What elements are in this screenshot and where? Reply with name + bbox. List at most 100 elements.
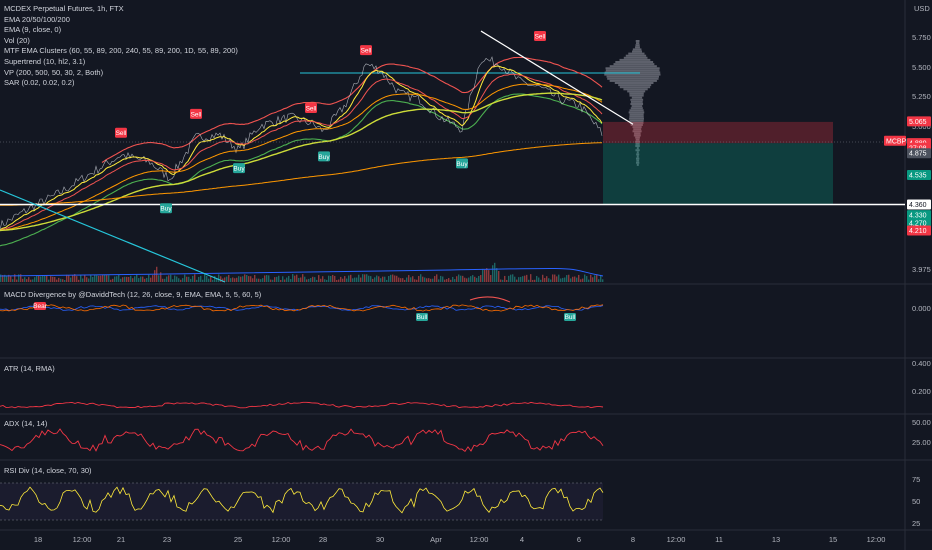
volume-bar	[252, 278, 254, 282]
volume-bar	[264, 275, 266, 282]
time-tick: 23	[163, 535, 171, 544]
volume-profile-bin	[606, 75, 659, 78]
atr-pane-label[interactable]: ATR (14, RMA)	[4, 364, 55, 373]
price-lines	[0, 56, 603, 247]
volume-bar	[558, 274, 560, 282]
volume-bar	[514, 276, 516, 282]
volume-bar	[426, 278, 428, 282]
time-tick: 8	[631, 535, 635, 544]
volume-bar	[254, 274, 256, 282]
volume-bar	[188, 276, 190, 282]
volume-profile-bin	[635, 149, 640, 152]
volume-bar	[526, 274, 528, 282]
ema-line	[0, 92, 603, 232]
volume-bar	[140, 276, 142, 282]
volume-bar	[198, 276, 200, 282]
volume-bar	[340, 276, 342, 282]
volume-bar	[206, 275, 208, 282]
volume-bar	[138, 278, 140, 282]
volume-bar	[568, 274, 570, 282]
volume-bar	[56, 279, 58, 282]
volume-bar	[212, 279, 214, 282]
volume-bar	[144, 278, 146, 282]
volume-bar	[80, 275, 82, 282]
price-axis[interactable]: 5.750 5.500 5.250 5.000 3.975	[912, 33, 931, 274]
adx-pane-label[interactable]: ADX (14, 14)	[4, 419, 48, 428]
volume-bar	[12, 279, 14, 282]
overlay-mtf-ema-clusters[interactable]: MTF EMA Clusters (60, 55, 89, 200, 240, …	[4, 46, 238, 56]
volume-bar	[2, 275, 4, 282]
time-tick: 13	[772, 535, 780, 544]
signal-label: Buy	[456, 161, 468, 168]
volume-bar	[486, 268, 488, 282]
volume-bar	[508, 275, 510, 282]
volume-bar	[436, 274, 438, 282]
time-tick: 4	[520, 535, 524, 544]
overlay-ema9[interactable]: EMA (9, close, 0)	[4, 25, 62, 35]
volume-bar	[402, 278, 404, 282]
time-tick: 15	[829, 535, 837, 544]
ema-line	[0, 65, 603, 231]
overlay-volume-profile[interactable]: VP (200, 500, 50, 30, 2, Both)	[4, 67, 104, 77]
volume-profile-bin	[629, 92, 644, 95]
volume-bar	[82, 278, 84, 282]
volume-bar	[24, 277, 26, 282]
volume-bar	[416, 279, 418, 282]
adx-pane	[0, 428, 604, 453]
volume-bar	[528, 279, 530, 282]
volume-profile-bin	[632, 126, 642, 129]
volume-bar	[460, 275, 462, 282]
overlay-ema-ribbon[interactable]: EMA 20/50/100/200	[4, 14, 70, 24]
signal-marker	[160, 203, 172, 214]
volume-profile-bin	[605, 67, 660, 70]
volume-bar	[430, 278, 432, 282]
volume-bar	[276, 276, 278, 282]
atr-tick: 0.400	[912, 359, 931, 368]
volume-bar	[34, 277, 36, 282]
ema-line	[0, 73, 603, 231]
volume-bar	[4, 274, 6, 282]
time-axis[interactable]: 18 12:00 21 23 25 12:00 28 30 Apr 12:00 4 6 8 12:00 11…	[34, 535, 886, 544]
volume-profile-bin	[635, 142, 640, 145]
price-tag-label: MCBPERP	[886, 138, 921, 145]
volume-profile-bin	[628, 111, 645, 114]
price-tag	[907, 199, 931, 210]
volume-bars	[0, 262, 604, 282]
volume-bar	[124, 276, 126, 282]
volume-profile-bin	[636, 153, 640, 156]
macd-pane-label[interactable]: MACD Divergence by @DaviddTech (12, 26, …	[4, 290, 262, 299]
volume-bar	[560, 278, 562, 282]
price-tag-label: 4.330	[909, 213, 927, 220]
volume-bar	[338, 279, 340, 282]
price-tag-label: 4.210	[909, 228, 927, 235]
volume-bar	[496, 268, 498, 282]
volume-bar	[594, 275, 596, 282]
volume-profile-bin	[629, 121, 644, 124]
volume-bar	[230, 278, 232, 282]
price-tick: 5.500	[912, 63, 931, 72]
chart-title[interactable]: MCDEX Perpetual Futures, 1h, FTX	[4, 4, 124, 13]
volume-profile-bin	[630, 98, 644, 101]
volume-bar	[492, 265, 494, 282]
price-tag-label: 4.270	[909, 220, 927, 227]
overlay-volume[interactable]: Vol (20)	[4, 35, 30, 45]
volume-bar	[310, 277, 312, 282]
volume-bar	[222, 278, 224, 282]
volume-bar	[592, 277, 594, 282]
rsi-pane-label[interactable]: RSI Div (14, close, 70, 30)	[4, 466, 92, 475]
atr-pane	[0, 401, 604, 409]
rsi-line	[0, 486, 604, 514]
falling-trendline	[0, 189, 226, 283]
overlay-supertrend[interactable]: Supertrend (10, hl2, 3.1)	[4, 56, 86, 66]
overlay-sar[interactable]: SAR (0.02, 0.02, 0.2)	[4, 78, 75, 88]
volume-profile-bin	[629, 115, 644, 118]
volume-bar	[472, 275, 474, 282]
volume-bar	[380, 278, 382, 282]
volume-profile-bin	[635, 40, 640, 42]
volume-bar	[110, 279, 112, 282]
volume-bar	[58, 277, 60, 282]
volume-bar	[114, 276, 116, 282]
volume-bar	[538, 277, 540, 282]
volume-bar	[148, 274, 150, 282]
